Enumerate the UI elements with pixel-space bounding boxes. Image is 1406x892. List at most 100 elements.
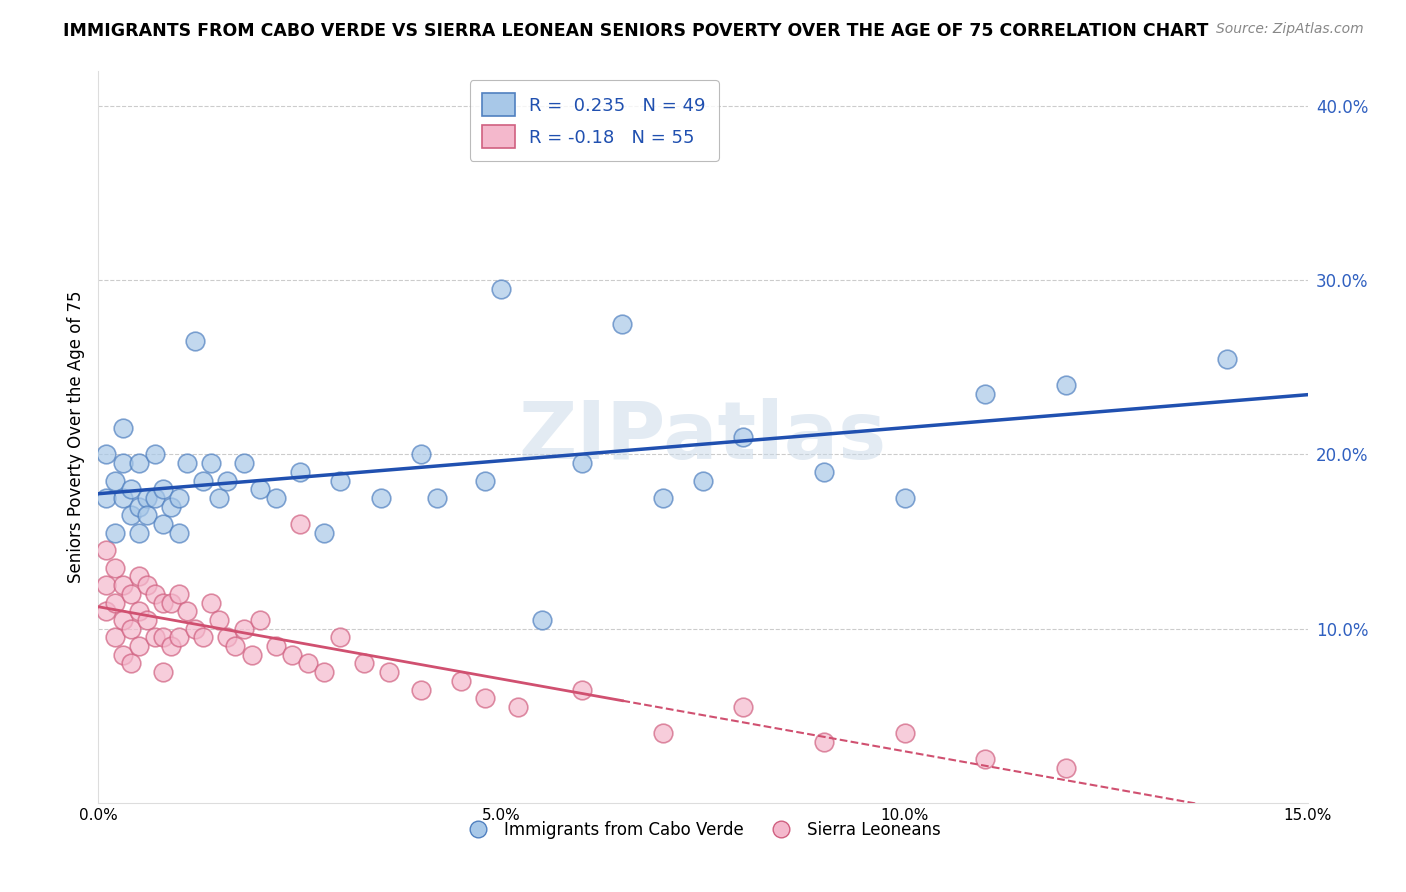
Point (264, 639, 287, 653)
Point (167, 491, 190, 505)
Text: IMMIGRANTS FROM CABO VERDE VS SIERRA LEONEAN SENIORS POVERTY OVER THE AGE OF 75 : IMMIGRANTS FROM CABO VERDE VS SIERRA LEO… (63, 22, 1209, 40)
Point (200, 595, 222, 609)
Point (571, 456, 593, 470)
Point (217, 474, 239, 488)
Point (813, 735, 835, 749)
Point (167, 587, 190, 601)
Point (111, 421, 134, 435)
Point (232, 456, 254, 470)
Point (249, 613, 271, 627)
Point (96, 448, 118, 462)
Point (370, 491, 392, 505)
Point (167, 525, 190, 540)
Point (111, 456, 134, 470)
Point (120, 657, 142, 671)
Point (160, 500, 183, 514)
Point (314, 525, 336, 540)
Point (329, 631, 352, 645)
Y-axis label: Seniors Poverty Over the Age of 75: Seniors Poverty Over the Age of 75 (66, 291, 84, 583)
Point (974, 386, 997, 401)
Point (128, 639, 150, 653)
Point (120, 587, 142, 601)
Point (530, 613, 553, 627)
Point (128, 569, 150, 583)
Point (96, 604, 118, 618)
Point (813, 465, 835, 479)
Point (193, 474, 215, 488)
Point (377, 665, 399, 680)
Point (143, 491, 166, 505)
Point (281, 648, 304, 662)
Point (111, 613, 134, 627)
Point (491, 282, 513, 296)
Point (974, 752, 997, 766)
Point (426, 491, 449, 505)
Point (152, 631, 174, 645)
Point (314, 665, 336, 680)
Point (152, 517, 174, 532)
Point (249, 483, 271, 497)
Point (506, 700, 529, 714)
Text: ZIPatlas: ZIPatlas (519, 398, 887, 476)
Point (240, 648, 263, 662)
Point (103, 560, 125, 574)
Point (474, 691, 496, 706)
Point (103, 631, 125, 645)
Point (96, 578, 118, 592)
Point (474, 474, 496, 488)
Point (651, 726, 673, 740)
Point (264, 491, 287, 505)
Point (135, 491, 157, 505)
Point (120, 622, 142, 636)
Point (143, 631, 166, 645)
Point (152, 595, 174, 609)
Point (135, 578, 157, 592)
Point (224, 639, 246, 653)
Point (612, 317, 634, 331)
Text: Source: ZipAtlas.com: Source: ZipAtlas.com (1216, 22, 1364, 37)
Point (1054, 377, 1077, 392)
Point (409, 448, 432, 462)
Point (893, 726, 915, 740)
Point (103, 595, 125, 609)
Point (152, 665, 174, 680)
Point (176, 456, 198, 470)
Point (96, 491, 118, 505)
Point (193, 631, 215, 645)
Point (152, 483, 174, 497)
Point (120, 508, 142, 523)
Point (200, 456, 222, 470)
Point (232, 622, 254, 636)
Point (128, 604, 150, 618)
Point (128, 456, 150, 470)
Point (409, 682, 432, 697)
Point (1216, 351, 1239, 366)
Point (167, 631, 190, 645)
Point (329, 474, 352, 488)
Point (733, 700, 755, 714)
Point (733, 430, 755, 444)
Legend: Immigrants from Cabo Verde, Sierra Leoneans: Immigrants from Cabo Verde, Sierra Leone… (458, 814, 948, 846)
Point (208, 491, 231, 505)
Point (135, 613, 157, 627)
Point (143, 587, 166, 601)
Point (184, 334, 207, 349)
Point (103, 525, 125, 540)
Point (128, 525, 150, 540)
Point (111, 578, 134, 592)
Point (571, 682, 593, 697)
Point (1054, 761, 1077, 775)
Point (208, 613, 231, 627)
Point (103, 474, 125, 488)
Point (651, 491, 673, 505)
Point (288, 517, 311, 532)
Point (128, 500, 150, 514)
Point (217, 631, 239, 645)
Point (176, 604, 198, 618)
Point (692, 474, 714, 488)
Point (111, 648, 134, 662)
Point (135, 508, 157, 523)
Point (297, 657, 319, 671)
Point (288, 465, 311, 479)
Point (353, 657, 375, 671)
